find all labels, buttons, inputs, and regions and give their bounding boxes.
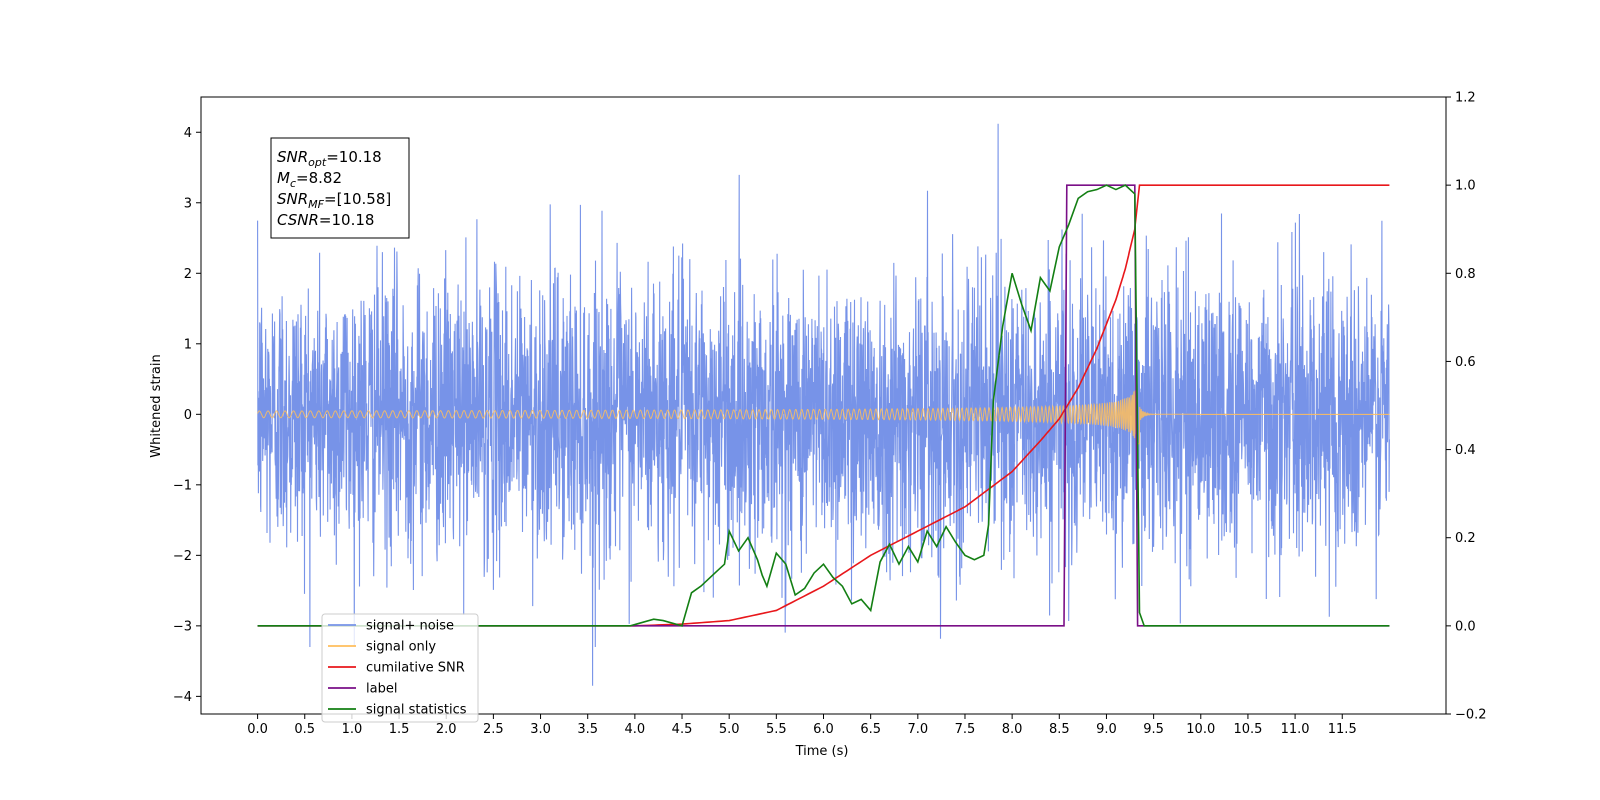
annotation-frame (270, 137, 410, 239)
y2-tick-label: 0.2 (1455, 531, 1476, 546)
annotation-subscript: MF (308, 198, 324, 211)
x-tick-label: 4.0 (625, 722, 646, 737)
x-tick-label: 5.0 (719, 722, 740, 737)
y-tick-label: −4 (173, 690, 192, 705)
series-signal-statistics-line (257, 184, 1390, 627)
x-tick-label: 2.0 (436, 722, 457, 737)
plot-area (257, 123, 1390, 686)
y-axis-right: −0.2 0.0 0.2 0.4 0.6 0.8 1.0 1.2 (1446, 91, 1487, 723)
x-tick-label: 10.0 (1186, 722, 1215, 737)
annotation-line: SNRopt=10.18 (277, 148, 382, 169)
y-tick-label: 2 (184, 267, 192, 282)
x-tick-label: 4.5 (672, 722, 693, 737)
x-tick-label: 11.0 (1281, 722, 1310, 737)
annotation-value: =10.18 (326, 148, 382, 166)
legend: signal+ noise signal only cumilative SNR la… (321, 613, 479, 723)
signal-only-line (257, 390, 1197, 447)
annotation-symbol: SNR (277, 190, 308, 208)
x-axis: 0.0 0.5 1.0 1.5 2.0 2.5 3.0 3.5 4.0 4.5 5.0 5.5 6.0 6… (247, 714, 1357, 737)
annotation-subscript: opt (308, 156, 327, 169)
legend-entry-label: cumilative SNR (366, 661, 465, 676)
signal-noise-line (257, 123, 1390, 686)
x-tick-label: 8.0 (1002, 722, 1023, 737)
x-tick-label: 0.0 (247, 722, 268, 737)
y-tick-label: −1 (173, 478, 192, 493)
annotation-line: CSNR=10.18 (277, 211, 374, 229)
x-tick-label: 5.5 (766, 722, 787, 737)
annotation-subscript: c (290, 177, 296, 190)
y-tick-label: 3 (184, 196, 192, 211)
annotation-value: =8.82 (296, 169, 342, 187)
x-tick-label: 1.5 (389, 722, 410, 737)
x-tick-label: 3.0 (530, 722, 551, 737)
y-tick-label: 1 (184, 337, 192, 352)
legend-entry-label: label (366, 682, 397, 697)
annotation-symbol: M (277, 169, 290, 187)
x-tick-label: 7.0 (907, 722, 928, 737)
x-tick-label: 2.5 (483, 722, 504, 737)
y2-tick-label: 1.2 (1455, 91, 1476, 106)
legend-entry-label: signal only (366, 640, 436, 655)
x-tick-label: 9.5 (1143, 722, 1164, 737)
x-tick-label: 7.5 (955, 722, 976, 737)
noise-series (257, 123, 1390, 686)
y-tick-label: 0 (184, 408, 192, 423)
y2-tick-label: −0.2 (1455, 708, 1487, 723)
y2-tick-label: 0.4 (1455, 443, 1476, 458)
x-tick-label: 0.5 (294, 722, 315, 737)
annotation-symbol: SNR (277, 148, 308, 166)
annotation-line: Mc=8.82 (277, 169, 342, 190)
y2-tick-label: 0.6 (1455, 355, 1476, 370)
snr-annotation-box: SNRopt=10.18Mc=8.82SNRMF=[10.58]CSNR=10.… (270, 137, 410, 239)
x-axis-label: Time (s) (795, 744, 849, 759)
x-tick-label: 8.5 (1049, 722, 1070, 737)
annotation-value: =10.18 (319, 211, 375, 229)
x-tick-label: 1.0 (342, 722, 363, 737)
y-axis-label: Whitened strain (149, 354, 164, 457)
annotation-symbol: CSNR (277, 211, 319, 229)
legend-entry-label: signal statistics (366, 703, 467, 718)
x-tick-label: 6.0 (813, 722, 834, 737)
series-cumilative-snr-line (257, 184, 1390, 627)
signal-series (257, 390, 1390, 447)
x-tick-label: 11.5 (1328, 722, 1357, 737)
y2-tick-label: 0.0 (1455, 619, 1476, 634)
y2-tick-label: 1.0 (1455, 179, 1476, 194)
annotation-line: SNRMF=[10.58] (277, 190, 391, 211)
line-series-group (257, 184, 1390, 627)
legend-frame (321, 613, 479, 723)
y-tick-label: −3 (173, 619, 192, 634)
y-axis-left: −4 −3 −2 −1 0 1 2 3 4 (173, 126, 201, 705)
legend-entry-label: signal+ noise (366, 619, 454, 634)
y-tick-label: −2 (173, 549, 192, 564)
x-tick-label: 9.0 (1096, 722, 1117, 737)
y2-tick-label: 0.8 (1455, 267, 1476, 282)
annotation-value: =[10.58] (324, 190, 391, 208)
x-tick-label: 10.5 (1233, 722, 1262, 737)
x-tick-label: 3.5 (577, 722, 598, 737)
x-tick-label: 6.5 (860, 722, 881, 737)
y-tick-label: 4 (184, 126, 192, 141)
